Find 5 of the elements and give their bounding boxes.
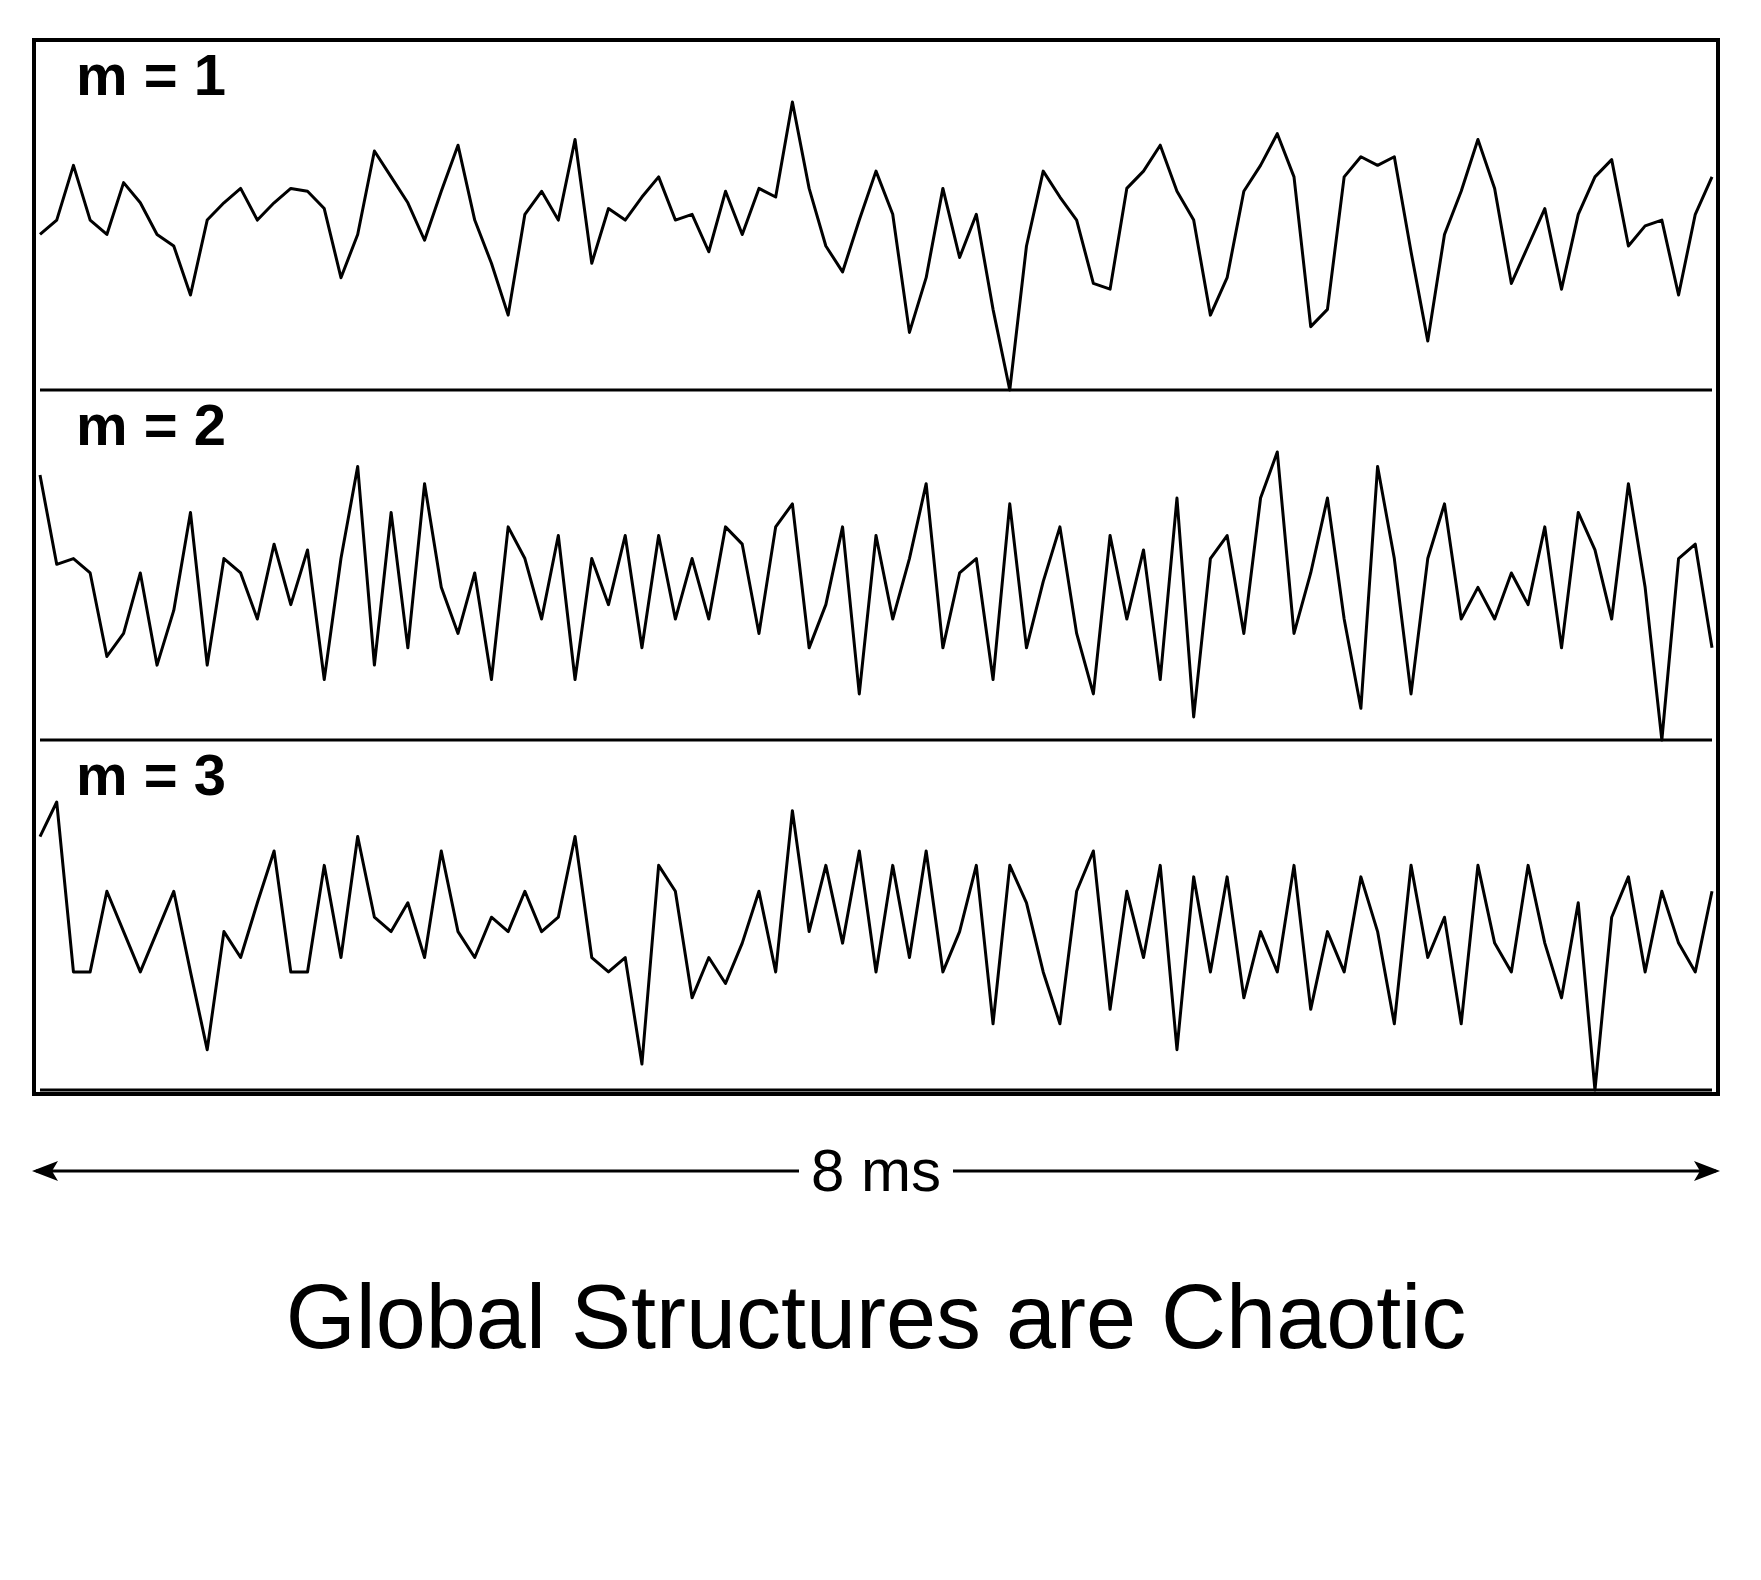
series-label: m = 2: [76, 392, 226, 457]
series-label: m = 3: [76, 742, 226, 807]
text: Global Structures are Chaotic: [284, 1266, 1468, 1369]
text: 8 ms: [798, 1137, 954, 1204]
series-label: m = 1: [76, 42, 226, 107]
